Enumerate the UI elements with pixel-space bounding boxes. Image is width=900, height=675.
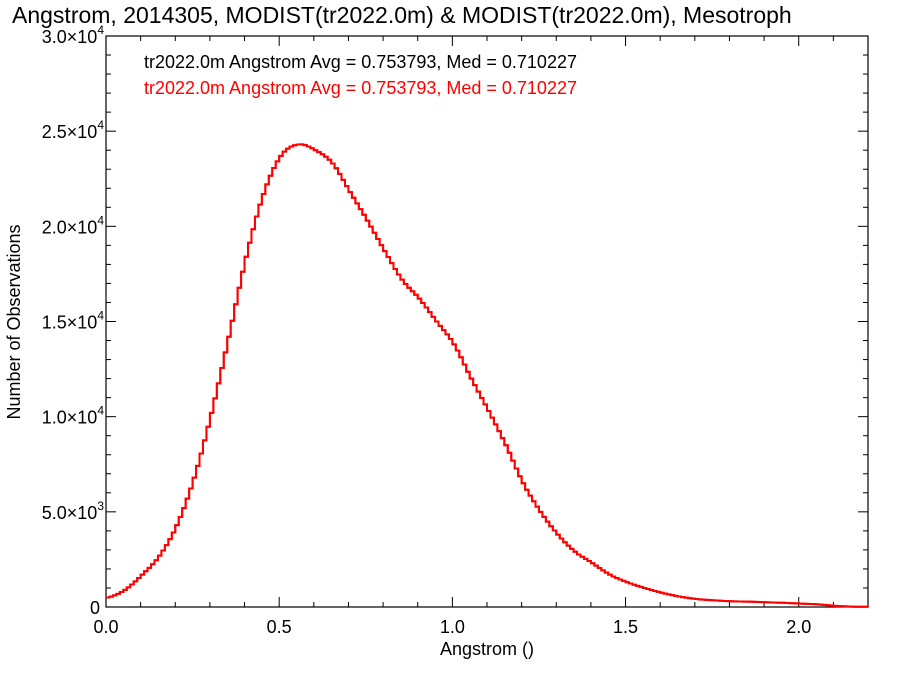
y-tick-label: 1.5×104 — [42, 309, 105, 333]
y-axis: 0 5.0×103 1.0×104 1.5×104 2.0×104 2.5×104 3.0×… — [42, 23, 868, 618]
series-line-2 — [106, 143, 869, 608]
annotations: tr2022.0m Angstrom Avg = 0.753793, Med =… — [144, 52, 577, 98]
y-tick-label: 3.0×104 — [42, 23, 105, 47]
x-tick-label: 1.0 — [440, 617, 465, 637]
x-tick-label: 0.5 — [267, 617, 292, 637]
x-tick-label: 0.0 — [93, 617, 118, 637]
chart-title: Angstrom, 2014305, MODIST(tr2022.0m) & M… — [12, 2, 792, 28]
x-axis: 0.0 0.5 1.0 1.5 2.0 — [93, 36, 869, 637]
x-tick-label: 2.0 — [786, 617, 811, 637]
y-tick-label: 0 — [90, 598, 100, 618]
plot-border — [105, 35, 869, 608]
annotation-1: tr2022.0m Angstrom Avg = 0.753793, Med =… — [144, 52, 577, 72]
x-axis-label: Angstrom () — [440, 639, 534, 659]
x-tick-label: 1.5 — [613, 617, 638, 637]
y-tick-label: 2.0×104 — [42, 213, 105, 237]
y-tick-label: 1.0×104 — [42, 404, 105, 428]
y-tick-label: 2.5×104 — [42, 118, 105, 142]
y-axis-label: Number of Observations — [4, 224, 24, 419]
plot-frame — [105, 35, 869, 608]
y-tick-label: 5.0×103 — [42, 499, 105, 523]
annotation-2: tr2022.0m Angstrom Avg = 0.753793, Med =… — [144, 78, 577, 98]
series-group — [106, 143, 869, 608]
